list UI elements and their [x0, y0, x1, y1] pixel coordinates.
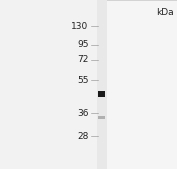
Text: 95: 95 — [77, 40, 88, 49]
Text: 130: 130 — [71, 22, 88, 31]
Text: 28: 28 — [77, 131, 88, 141]
Bar — [97, 0, 107, 169]
Text: kDa: kDa — [156, 8, 173, 17]
Bar — [98, 116, 105, 119]
Bar — [98, 91, 105, 97]
Text: 55: 55 — [77, 76, 88, 85]
Bar — [97, 0, 177, 169]
Text: 72: 72 — [77, 55, 88, 65]
Text: 36: 36 — [77, 109, 88, 118]
